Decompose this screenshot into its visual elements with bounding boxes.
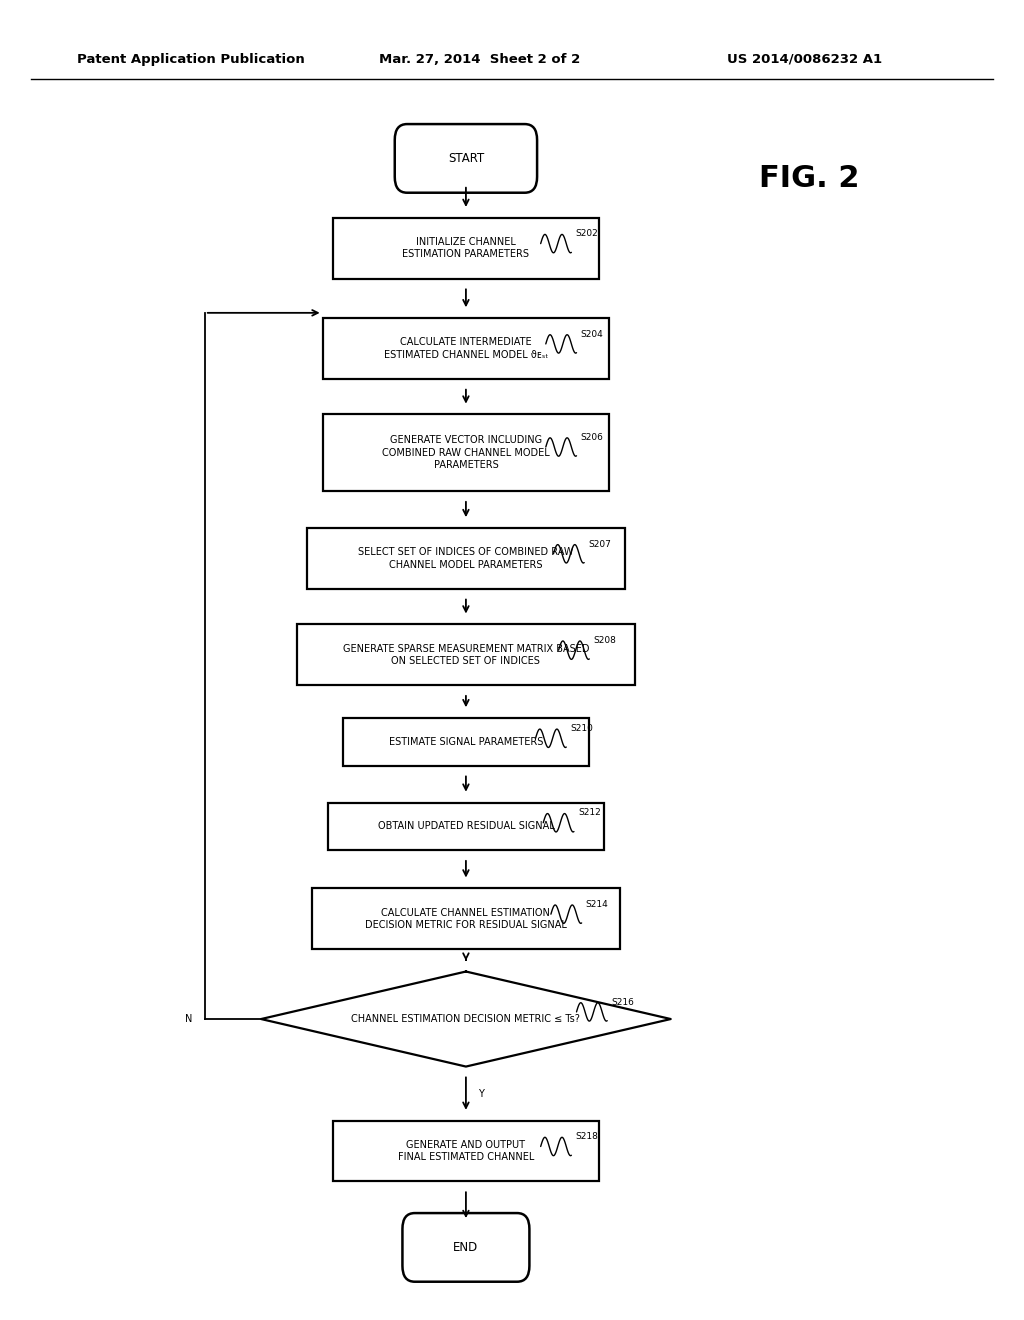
Text: CHANNEL ESTIMATION DECISION METRIC ≤ Ts?: CHANNEL ESTIMATION DECISION METRIC ≤ Ts? — [351, 1014, 581, 1024]
Polygon shape — [261, 972, 671, 1067]
Text: S218: S218 — [575, 1133, 598, 1142]
Text: CALCULATE INTERMEDIATE
ESTIMATED CHANNEL MODEL ϑᴇₛₜ: CALCULATE INTERMEDIATE ESTIMATED CHANNEL… — [384, 338, 548, 359]
Bar — [297, 624, 635, 685]
Bar — [333, 218, 599, 279]
Bar — [323, 414, 609, 491]
Text: S216: S216 — [611, 998, 634, 1007]
Bar — [343, 718, 589, 766]
Bar — [312, 888, 620, 949]
Text: S208: S208 — [594, 636, 616, 645]
FancyBboxPatch shape — [395, 124, 537, 193]
Text: CALCULATE CHANNEL ESTIMATION
DECISION METRIC FOR RESIDUAL SIGNAL: CALCULATE CHANNEL ESTIMATION DECISION ME… — [365, 908, 567, 929]
Text: GENERATE AND OUTPUT
FINAL ESTIMATED CHANNEL: GENERATE AND OUTPUT FINAL ESTIMATED CHAN… — [397, 1140, 535, 1162]
Text: S206: S206 — [581, 433, 603, 442]
Text: S210: S210 — [570, 723, 593, 733]
FancyBboxPatch shape — [402, 1213, 529, 1282]
Text: S212: S212 — [578, 808, 601, 817]
Text: GENERATE VECTOR INCLUDING
COMBINED RAW CHANNEL MODEL
PARAMETERS: GENERATE VECTOR INCLUDING COMBINED RAW C… — [382, 436, 550, 470]
Bar — [323, 318, 609, 379]
Bar — [328, 803, 604, 850]
Text: GENERATE SPARSE MEASUREMENT MATRIX BASED
ON SELECTED SET OF INDICES: GENERATE SPARSE MEASUREMENT MATRIX BASED… — [343, 644, 589, 665]
Text: START: START — [447, 152, 484, 165]
Text: END: END — [454, 1241, 478, 1254]
Text: Mar. 27, 2014  Sheet 2 of 2: Mar. 27, 2014 Sheet 2 of 2 — [379, 53, 581, 66]
Text: ESTIMATE SIGNAL PARAMETERS: ESTIMATE SIGNAL PARAMETERS — [389, 737, 543, 747]
Bar — [333, 1121, 599, 1181]
Text: Y: Y — [478, 1089, 484, 1098]
Text: INITIALIZE CHANNEL
ESTIMATION PARAMETERS: INITIALIZE CHANNEL ESTIMATION PARAMETERS — [402, 238, 529, 259]
Text: S202: S202 — [575, 230, 598, 239]
Text: S207: S207 — [588, 540, 611, 549]
Text: S204: S204 — [581, 330, 603, 339]
Text: S214: S214 — [586, 900, 608, 909]
Text: Patent Application Publication: Patent Application Publication — [77, 53, 304, 66]
Text: US 2014/0086232 A1: US 2014/0086232 A1 — [727, 53, 882, 66]
Text: SELECT SET OF INDICES OF COMBINED RAW
CHANNEL MODEL PARAMETERS: SELECT SET OF INDICES OF COMBINED RAW CH… — [358, 548, 573, 569]
Text: OBTAIN UPDATED RESIDUAL SIGNAL: OBTAIN UPDATED RESIDUAL SIGNAL — [378, 821, 554, 832]
Bar — [307, 528, 625, 589]
Text: FIG. 2: FIG. 2 — [759, 164, 859, 193]
Text: N: N — [185, 1014, 193, 1024]
